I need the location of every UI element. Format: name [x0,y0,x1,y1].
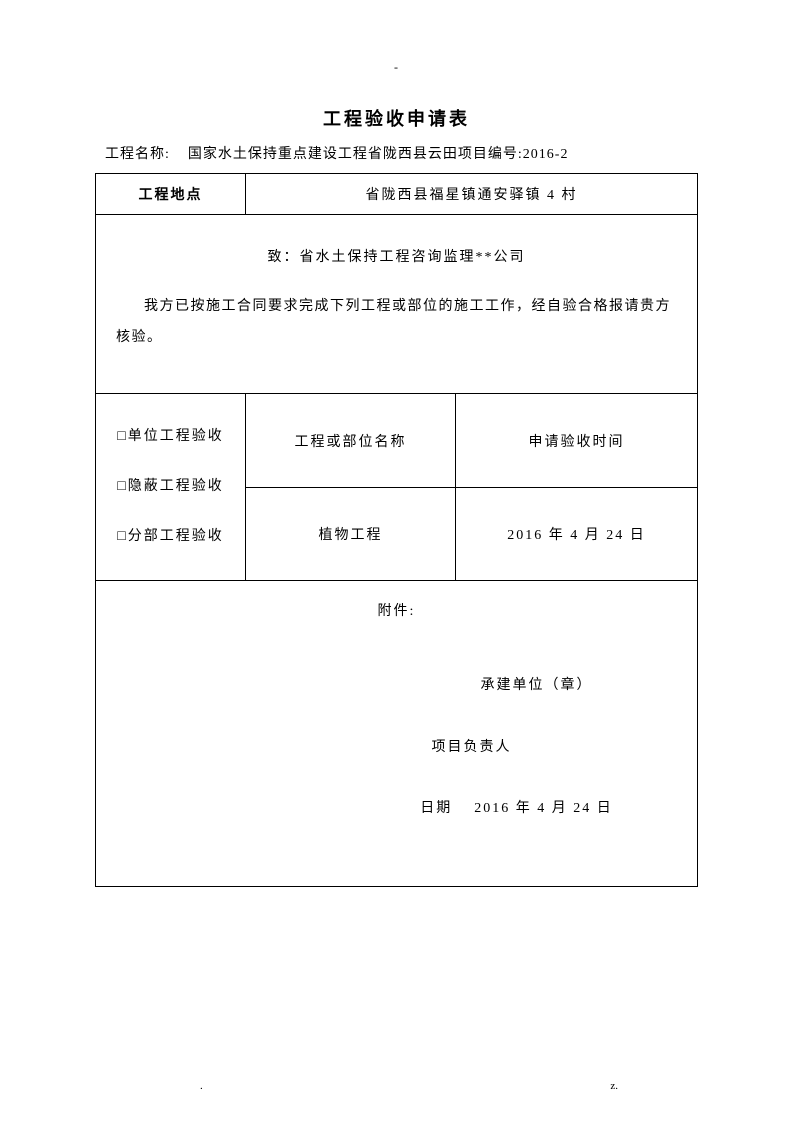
project-manager-label: 项目负责人 [116,731,677,765]
message-body: 我方已按施工合同要求完成下列工程或部位的施工工作，经自验合格报请贵方核验。 [116,292,677,354]
footer-left: . [200,1080,203,1092]
footer-right: z. [610,1080,618,1092]
message-cell: 致：省水土保持工程咨询监理**公司 我方已按施工合同要求完成下列工程或部位的施工… [96,215,698,394]
project-name: 国家水土保持重点建设工程省陇西县云田项目编号:2016-2 [188,147,569,162]
top-mark: - [95,60,698,75]
location-row: 工程地点 省陇西县福星镇通安驿镇 4 村 [96,174,698,215]
project-label: 工程名称: [105,147,170,162]
checkbox-partial-acceptance[interactable]: □分部工程验收 [104,516,237,558]
project-part-value: 植物工程 [246,487,456,581]
page-container: - 工程验收申请表 工程名称: 国家水土保持重点建设工程省陇西县云田项目编号:2… [0,0,793,947]
message-row: 致：省水土保持工程咨询监理**公司 我方已按施工合同要求完成下列工程或部位的施工… [96,215,698,394]
checkbox-hidden-acceptance[interactable]: □隐蔽工程验收 [104,466,237,508]
checkbox-unit-acceptance[interactable]: □单位工程验收 [104,416,237,458]
project-part-header: 工程或部位名称 [246,394,456,488]
acceptance-type-cell: □单位工程验收 □隐蔽工程验收 □分部工程验收 [96,394,246,581]
project-name-line: 工程名称: 国家水土保持重点建设工程省陇西县云田项目编号:2016-2 [95,143,698,163]
section-header-row: □单位工程验收 □隐蔽工程验收 □分部工程验收 工程或部位名称 申请验收时间 [96,394,698,488]
attachment-row: 附件: 承建单位（章） 项目负责人 日期 2016 年 4 月 24 日 [96,581,698,886]
apply-time-value: 2016 年 4 月 24 日 [456,487,698,581]
location-label: 工程地点 [96,174,246,215]
apply-time-header: 申请验收时间 [456,394,698,488]
form-title: 工程验收申请表 [95,105,698,131]
date-value: 2016 年 4 月 24 日 [474,801,613,816]
signature-date: 日期 2016 年 4 月 24 日 [116,792,677,826]
location-value: 省陇西县福星镇通安驿镇 4 村 [246,174,698,215]
contractor-stamp: 承建单位（章） [116,669,677,703]
date-label: 日期 [420,801,452,816]
form-table: 工程地点 省陇西县福星镇通安驿镇 4 村 致：省水土保持工程咨询监理**公司 我… [95,173,698,887]
attachment-cell: 附件: 承建单位（章） 项目负责人 日期 2016 年 4 月 24 日 [96,581,698,886]
message-recipient: 致：省水土保持工程咨询监理**公司 [116,243,677,274]
attachment-label: 附件: [116,595,677,629]
